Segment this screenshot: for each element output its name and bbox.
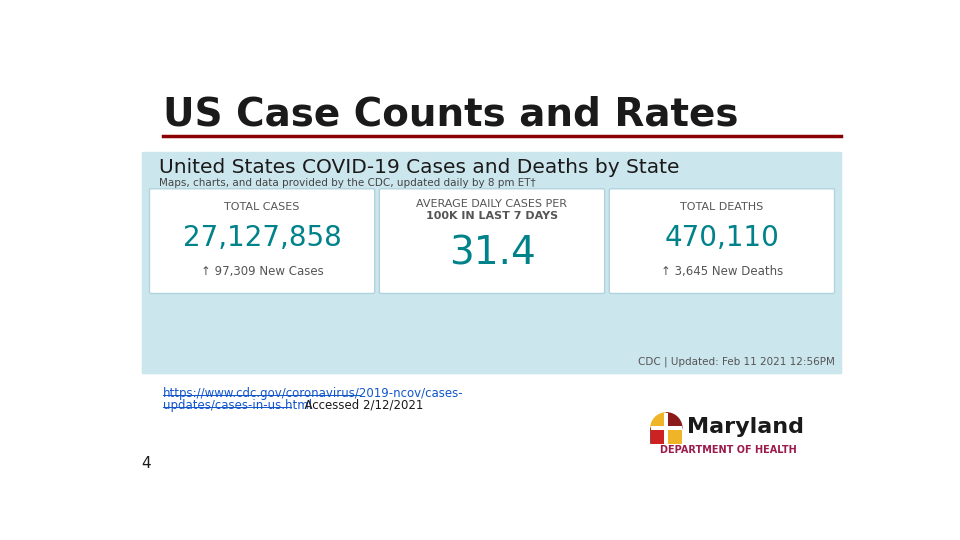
Text: United States COVID-19 Cases and Deaths by State: United States COVID-19 Cases and Deaths … bbox=[158, 158, 680, 178]
Text: CDC | Updated: Feb 11 2021 12:56PM: CDC | Updated: Feb 11 2021 12:56PM bbox=[637, 356, 834, 367]
Text: https://www.cdc.gov/coronavirus/2019-ncov/cases-: https://www.cdc.gov/coronavirus/2019-nco… bbox=[162, 387, 464, 400]
Text: 470,110: 470,110 bbox=[664, 224, 780, 252]
Text: 4: 4 bbox=[142, 456, 152, 471]
Text: ↑ 3,645 New Deaths: ↑ 3,645 New Deaths bbox=[660, 265, 783, 278]
Text: 27,127,858: 27,127,858 bbox=[182, 224, 342, 252]
FancyBboxPatch shape bbox=[610, 189, 834, 294]
Text: TOTAL DEATHS: TOTAL DEATHS bbox=[681, 202, 763, 212]
Text: US Case Counts and Rates: US Case Counts and Rates bbox=[162, 96, 738, 134]
FancyBboxPatch shape bbox=[379, 189, 605, 294]
Polygon shape bbox=[666, 413, 682, 428]
FancyBboxPatch shape bbox=[142, 152, 842, 374]
Text: Maryland: Maryland bbox=[686, 417, 804, 437]
Text: 31.4: 31.4 bbox=[448, 234, 536, 273]
Text: AVERAGE DAILY CASES PER: AVERAGE DAILY CASES PER bbox=[417, 199, 567, 209]
Bar bbox=[651, 428, 666, 444]
Text: 100K IN LAST 7 DAYS: 100K IN LAST 7 DAYS bbox=[426, 211, 558, 221]
Bar bbox=[651, 426, 682, 430]
Text: DEPARTMENT OF HEALTH: DEPARTMENT OF HEALTH bbox=[660, 445, 797, 455]
Text: updates/cases-in-us.html: updates/cases-in-us.html bbox=[162, 399, 312, 412]
Text: ↑ 97,309 New Cases: ↑ 97,309 New Cases bbox=[201, 265, 324, 278]
Text: TOTAL CASES: TOTAL CASES bbox=[225, 202, 300, 212]
Polygon shape bbox=[651, 428, 666, 444]
FancyBboxPatch shape bbox=[150, 189, 374, 294]
Bar bbox=[664, 413, 668, 444]
Text: Accessed 2/12/2021: Accessed 2/12/2021 bbox=[297, 399, 423, 412]
Polygon shape bbox=[651, 413, 666, 428]
Bar bbox=[666, 428, 682, 444]
Text: Maps, charts, and data provided by the CDC, updated daily by 8 pm ET†: Maps, charts, and data provided by the C… bbox=[158, 178, 536, 187]
